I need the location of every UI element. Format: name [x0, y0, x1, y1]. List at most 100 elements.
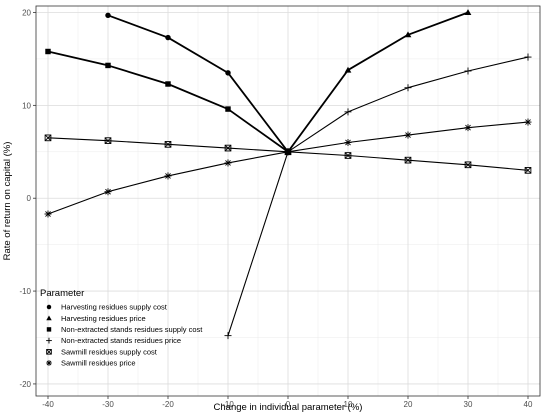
marker-triangle: [404, 31, 412, 38]
boxed-x-point-b: [46, 349, 52, 355]
legend-item: Sawmill residues supply cost: [46, 347, 158, 356]
y-tick-label: 10: [22, 101, 31, 110]
boxed-x-point-b: [344, 152, 352, 159]
triangle-point: [404, 31, 412, 38]
x-axis-title: Change in individual parameter (%): [214, 402, 363, 413]
boxed-x-point-box: [104, 137, 112, 144]
marker-boxed-x: [164, 141, 172, 148]
marker-plus: [46, 337, 52, 344]
triangle-point: [46, 315, 52, 321]
circle-point: [46, 304, 52, 310]
x-tick-label: -10: [222, 400, 234, 409]
circle-point: [165, 34, 171, 41]
marker-square: [165, 81, 171, 87]
legend-label: Harvesting residues supply cost: [61, 303, 168, 312]
boxed-x-point-box: [344, 152, 352, 159]
marker-asterisk: [46, 360, 52, 366]
triangle-point: [344, 66, 352, 73]
axis-ticks: [33, 12, 529, 399]
boxed-x-point-box: [464, 161, 472, 169]
legend-item: Harvesting residues supply cost: [46, 303, 168, 312]
legend-item: Sawmill residues price: [46, 359, 136, 368]
boxed-x-point-box: [46, 349, 52, 355]
series-line-4: [227, 56, 529, 336]
marker-circle: [225, 70, 231, 76]
x-tick-label: 0: [286, 400, 291, 409]
boxed-x-point-box: [404, 156, 412, 164]
x-tick-label: 40: [524, 400, 533, 409]
y-axis-title: Rate of return on capital (%): [2, 142, 13, 261]
series-line-1: [107, 14, 289, 153]
asterisk-point-b: [46, 360, 52, 366]
marker-boxed-x: [344, 152, 352, 159]
marker-boxed-x: [524, 167, 532, 174]
marker-asterisk: [224, 159, 232, 167]
square-point: [45, 48, 51, 55]
square-point: [105, 62, 111, 69]
marker-asterisk: [164, 172, 172, 180]
marker-boxed-x: [464, 161, 472, 169]
marker-asterisk: [524, 118, 532, 126]
series-line-2: [287, 11, 469, 153]
boxed-x-point-box: [44, 134, 52, 142]
y-tick-label: -20: [19, 380, 31, 389]
marker-boxed-x: [404, 156, 412, 164]
legend-label: Sawmill residues price: [61, 359, 136, 368]
triangle-point: [464, 9, 472, 16]
x-tick-label: -30: [102, 400, 114, 409]
square-point: [165, 81, 171, 87]
marker-square: [105, 62, 111, 69]
asterisk-point-b: [105, 188, 111, 195]
marker-plus: [404, 84, 412, 92]
boxed-x-point-b: [404, 156, 412, 164]
x-tick-label: 30: [464, 400, 473, 409]
marker-boxed-x: [44, 134, 52, 142]
square-point: [225, 106, 231, 112]
marker-boxed-x: [104, 137, 112, 144]
legend-label: Sawmill residues supply cost: [61, 347, 158, 356]
asterisk-point-b: [165, 173, 171, 179]
marker-plus: [224, 332, 232, 340]
legend-title: Parameter: [40, 288, 84, 299]
marker-asterisk: [44, 210, 52, 218]
marker-asterisk: [404, 131, 412, 139]
marker-asterisk: [344, 138, 352, 147]
x-tick-label: 10: [344, 400, 353, 409]
circle-point: [225, 70, 231, 76]
legend-item: Non-extracted stands residues supply cos…: [46, 325, 203, 334]
asterisk-point-b: [405, 132, 411, 138]
boxed-x-point-b: [224, 144, 232, 152]
marker-square: [45, 48, 51, 55]
marker-boxed-x: [224, 144, 232, 152]
asterisk-point-b: [285, 148, 291, 155]
boxed-x-point-b: [44, 134, 52, 142]
marker-plus: [524, 53, 532, 61]
legend: Parameter Harvesting residues supply cos…: [40, 288, 203, 368]
boxed-x-point-box: [224, 144, 232, 152]
marker-asterisk: [284, 148, 292, 156]
marker-triangle: [464, 9, 472, 16]
legend-label: Non-extracted stands residues price: [61, 336, 181, 345]
x-tick-label: 20: [404, 400, 413, 409]
boxed-x-point-b: [104, 137, 112, 144]
asterisk-point-b: [345, 139, 351, 146]
marker-square: [225, 106, 231, 112]
y-tick-label: 0: [27, 194, 32, 203]
asterisk-point-b: [225, 160, 231, 166]
y-tick-label: -10: [19, 287, 31, 296]
x-tick-label: -40: [42, 400, 54, 409]
square-point: [46, 327, 52, 332]
legend-item: Harvesting residues price: [46, 314, 146, 323]
circle-point: [105, 12, 111, 19]
boxed-x-point-b: [524, 167, 532, 174]
marker-boxed-x: [46, 349, 52, 355]
legend-label: Non-extracted stands residues supply cos…: [61, 325, 203, 334]
marker-circle: [105, 12, 111, 19]
marker-plus: [344, 108, 352, 116]
marker-asterisk: [464, 124, 472, 132]
legend-item: Non-extracted stands residues price: [46, 336, 181, 345]
x-tick-label: -20: [162, 400, 174, 409]
marker-triangle: [46, 315, 52, 321]
